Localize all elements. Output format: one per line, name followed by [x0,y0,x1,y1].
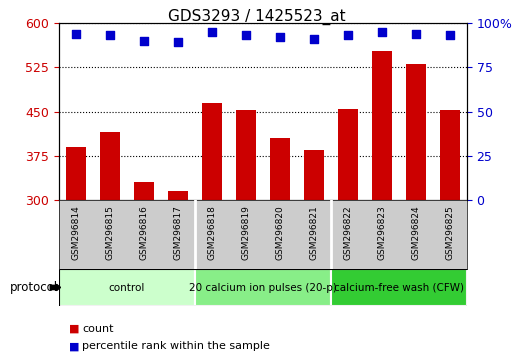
Text: control: control [109,282,145,293]
Bar [371,51,392,200]
Bar [331,269,467,306]
Bar [338,109,358,200]
Point [72,31,80,36]
Point [378,29,386,35]
Point [242,33,250,38]
Point [208,29,216,35]
Bar [235,110,256,200]
Text: GDS3293 / 1425523_at: GDS3293 / 1425523_at [168,9,345,25]
Text: GSM296817: GSM296817 [173,206,183,261]
Point [446,33,454,38]
Bar [195,269,331,306]
Text: GSM296825: GSM296825 [445,206,455,260]
Bar [59,269,195,306]
Bar [270,138,290,200]
Bar [100,132,120,200]
Text: GSM296821: GSM296821 [309,206,319,260]
Text: ■: ■ [69,324,80,333]
Text: ■: ■ [69,341,80,351]
Text: GSM296823: GSM296823 [378,206,386,260]
Text: GSM296822: GSM296822 [343,206,352,260]
Text: count: count [82,324,113,333]
Point [276,34,284,40]
Text: GSM296824: GSM296824 [411,206,420,260]
Bar [134,182,154,200]
Bar [202,103,222,200]
Text: GSM296818: GSM296818 [207,206,216,261]
Bar [440,110,460,200]
Text: calcium-free wash (CFW): calcium-free wash (CFW) [334,282,464,293]
Point [412,31,420,36]
Text: GSM296820: GSM296820 [275,206,284,260]
Text: GSM296814: GSM296814 [71,206,81,260]
Point [174,40,182,45]
Point [140,38,148,44]
Bar [168,191,188,200]
Text: GSM296815: GSM296815 [106,206,114,261]
Bar [66,147,86,200]
Bar [406,64,426,200]
Text: GSM296819: GSM296819 [242,206,250,261]
Bar [304,150,324,200]
Text: 20 calcium ion pulses (20-p): 20 calcium ion pulses (20-p) [189,282,337,293]
Text: protocol: protocol [10,281,58,294]
Point [310,36,318,42]
Point [106,33,114,38]
Text: GSM296816: GSM296816 [140,206,148,261]
Text: percentile rank within the sample: percentile rank within the sample [82,341,270,351]
Point [344,33,352,38]
